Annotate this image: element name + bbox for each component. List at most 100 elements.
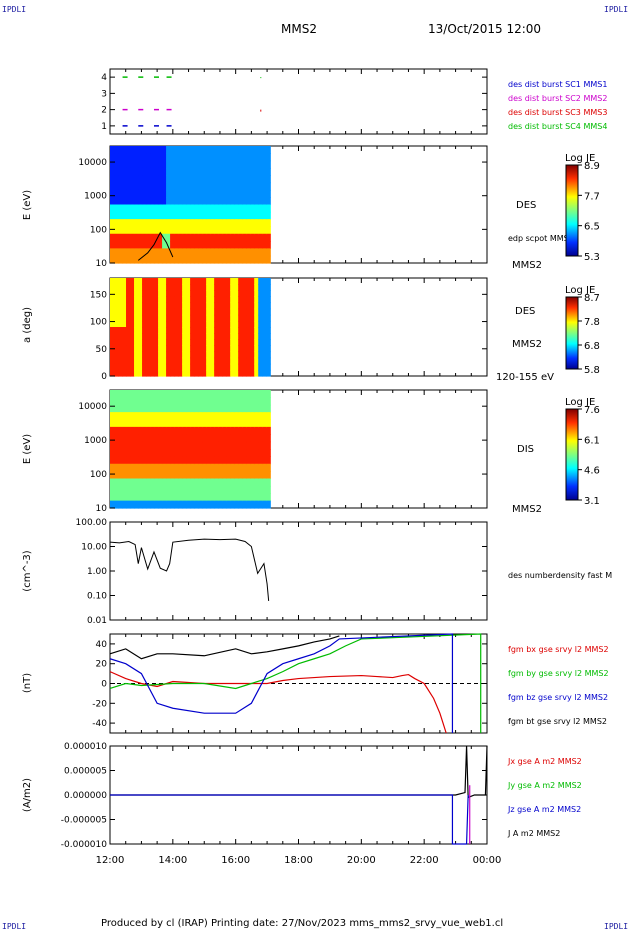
des-energy-panel-cell <box>194 211 199 220</box>
current-series-line <box>110 745 488 799</box>
dis-energy-panel-cell <box>258 426 263 435</box>
des-pitch-panel-cell <box>154 369 159 377</box>
des-energy-panel-cell <box>190 248 195 257</box>
des-pitch-panel-cell <box>122 327 127 334</box>
des-energy-panel-cell <box>150 160 155 169</box>
des-pitch-panel-cell <box>254 369 259 377</box>
des-energy-panel-cell <box>234 146 239 154</box>
des-energy-panel-cell <box>222 160 227 169</box>
des-pitch-panel-cell <box>266 333 271 340</box>
des-pitch-panel-cell <box>214 284 219 291</box>
des-pitch-panel-cell <box>242 278 247 285</box>
des-energy-panel-cell <box>194 248 199 257</box>
dis-energy-panel-cell <box>222 463 227 472</box>
dis-energy-panel-cell <box>258 478 263 487</box>
des-energy-panel-cell <box>170 167 175 176</box>
des-energy-panel-cell <box>122 204 127 213</box>
des-energy-panel-cell <box>114 182 119 191</box>
dis-energy-panel-cell <box>182 478 187 487</box>
dis-energy-panel-cell <box>158 404 163 413</box>
des-energy-panel-cell <box>234 248 239 257</box>
dis-energy-panel-cell <box>222 478 227 487</box>
dis-energy-panel-cell <box>194 485 199 494</box>
dis-energy-panel-cell <box>170 493 175 502</box>
des-energy-panel-cell <box>158 160 163 169</box>
des-pitch-panel-cell <box>210 296 215 304</box>
dis-energy-panel-cell <box>158 441 163 450</box>
des-pitch-panel-cell <box>222 278 227 285</box>
dis-energy-panel-cell <box>122 426 127 435</box>
dis-energy-panel-cell <box>122 397 127 406</box>
des-pitch-panel-cell <box>246 369 251 377</box>
des-energy-panel-cell <box>210 233 215 242</box>
des-energy-panel-cell <box>254 211 259 220</box>
des-energy-panel-cell <box>222 241 227 249</box>
dis-energy-panel-cell <box>254 456 259 465</box>
des-energy-panel-cell <box>206 241 211 249</box>
dis-energy-panel-cell <box>214 485 219 494</box>
dis-energy-panel-cell <box>182 471 187 480</box>
des-energy-panel-cell <box>198 255 203 264</box>
dis-energy-panel-cell <box>158 493 163 502</box>
des-pitch-panel-cell <box>210 333 215 340</box>
des-energy-panel-cell <box>194 146 199 154</box>
dis-energy-panel-cell <box>134 441 139 450</box>
des-energy-panel-cell <box>162 226 167 235</box>
des-energy-panel-cell <box>122 153 127 162</box>
des-pitch-panel-cell <box>158 369 163 377</box>
dis-energy-panel-cell <box>202 441 207 450</box>
des-pitch-panel-cell <box>230 363 235 371</box>
dis-energy-panel-cell <box>202 404 207 413</box>
des-energy-panel-cell <box>190 204 195 213</box>
dis-energy-panel-cell <box>122 500 127 509</box>
dis-energy-panel-cell <box>210 390 215 398</box>
des-pitch-panel-cell <box>170 296 175 304</box>
des-pitch-panel-cell <box>110 284 115 291</box>
des-pitch-panel-cell <box>186 351 191 359</box>
dis-energy-panel-cell <box>130 412 135 421</box>
des-energy-panel-cell <box>186 226 191 235</box>
des-energy-panel-cell <box>118 248 123 257</box>
des-pitch-panel-cell <box>242 369 247 377</box>
dis-energy-panel-cell <box>190 485 195 494</box>
des-energy-panel-cell <box>190 167 195 176</box>
dis-energy-colorbar-title: Log JE <box>565 397 595 408</box>
des-pitch-panel-cell <box>206 320 211 328</box>
des-energy-panel-cell <box>142 226 147 235</box>
des-pitch-panel-cell <box>206 357 211 365</box>
dis-energy-panel-cell <box>210 449 215 457</box>
x-tick-label: 22:00 <box>410 855 439 866</box>
des-pitch-panel-cell <box>142 357 147 365</box>
des-energy-panel-cell <box>134 233 139 242</box>
des-energy-panel-cell <box>158 233 163 242</box>
des-energy-panel-cell <box>142 160 147 169</box>
des-pitch-panel-cell <box>142 320 147 328</box>
dis-energy-panel-cell <box>250 463 255 472</box>
des-energy-panel-cell <box>214 153 219 162</box>
des-energy-panel-cell <box>222 175 227 184</box>
des-energy-panel-cell <box>250 175 255 184</box>
dis-energy-panel-cell <box>118 390 123 398</box>
des-pitch-panel-cell <box>258 327 263 334</box>
des-pitch-panel-cell <box>222 302 227 310</box>
des-energy-panel-cell <box>254 146 259 154</box>
des-energy-panel-cell <box>126 255 131 264</box>
dis-energy-panel-cell <box>186 434 191 443</box>
des-pitch-panel-cell <box>162 345 167 353</box>
des-energy-panel-cell <box>226 175 231 184</box>
x-tick-label: 14:00 <box>158 855 187 866</box>
des-energy-panel-cell <box>202 146 207 154</box>
des-energy-panel-cell <box>134 204 139 213</box>
des-energy-panel-cell <box>182 189 187 198</box>
dis-energy-panel-cell <box>262 500 267 509</box>
dis-energy-panel-cell <box>222 441 227 450</box>
current-ytick-label: 0.000010 <box>64 742 107 752</box>
des-energy-panel-cell <box>170 160 175 169</box>
des-energy-panel-cell <box>210 182 215 191</box>
des-energy-panel-cell <box>126 160 131 169</box>
des-energy-panel-cell <box>246 226 251 235</box>
dis-energy-panel-cell <box>258 500 263 509</box>
des-pitch-panel-cell <box>210 357 215 365</box>
des-energy-panel-cell <box>130 204 135 213</box>
dis-energy-panel-cell <box>178 434 183 443</box>
